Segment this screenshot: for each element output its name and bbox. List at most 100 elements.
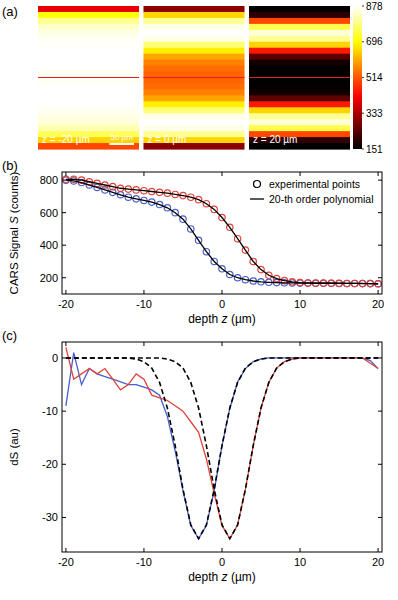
scale-bar	[109, 143, 134, 145]
heat-row	[144, 12, 245, 19]
y-tick	[378, 464, 382, 465]
heat-row	[249, 89, 350, 96]
x-tick	[222, 548, 223, 552]
heat-row	[38, 54, 139, 61]
legend-label: 20-th order polynomial	[269, 193, 373, 205]
colorbar-tick	[362, 149, 364, 150]
y-tick	[62, 357, 66, 358]
heat-row	[38, 125, 139, 132]
heat-row	[249, 18, 350, 25]
x-tick	[222, 172, 223, 176]
y-tick-label: 600	[40, 207, 58, 219]
x-tick-label: 20	[372, 298, 384, 310]
panel-label: (b)	[2, 158, 18, 173]
x-tick	[65, 548, 66, 552]
heat-row	[249, 83, 350, 90]
image-label: z = -20 µm	[42, 134, 90, 145]
x-tick-label: 0	[219, 556, 225, 568]
x-tick	[300, 172, 301, 176]
text-part: CARS	[8, 262, 20, 294]
x-tick	[300, 342, 301, 346]
x-tick	[143, 290, 144, 294]
x-tick	[222, 290, 223, 294]
heat-row	[249, 42, 350, 49]
y-tick	[62, 180, 66, 181]
y-tick-label: 200	[40, 272, 58, 284]
figure: (a)z = -20 µm50 µmz = 0 µmz = 20 µm15133…	[0, 0, 398, 600]
heat-row	[249, 101, 350, 108]
legend-label: experimental points	[269, 178, 360, 190]
heat-row	[38, 107, 139, 114]
heat-row	[144, 72, 245, 79]
heat-row	[38, 101, 139, 108]
x-tick-label: -20	[58, 556, 74, 568]
y-tick	[378, 411, 382, 412]
profile-line	[249, 77, 350, 78]
y-tick	[62, 277, 66, 278]
colorbar-tick-label: 696	[366, 36, 383, 47]
image: z = -20 µm 50 µm	[38, 6, 139, 150]
image: z = 0 µm	[144, 6, 245, 150]
heat-row	[249, 125, 350, 132]
series-line	[66, 358, 378, 539]
heat-row	[144, 78, 245, 85]
heat-row	[249, 24, 350, 31]
heat-row	[38, 95, 139, 102]
series-line	[66, 180, 378, 284]
heat-row	[249, 107, 350, 114]
x-tick-label: 20	[372, 556, 384, 568]
plot-area	[66, 347, 378, 538]
heat-row	[249, 119, 350, 126]
y-tick-label: -20	[42, 458, 58, 470]
series-line	[66, 347, 378, 538]
x-tick	[378, 548, 379, 552]
x-tick-label: 10	[294, 556, 306, 568]
heat-row	[38, 89, 139, 96]
x-tick	[378, 290, 379, 294]
heat-row	[38, 66, 139, 73]
heat-row	[249, 30, 350, 37]
heat-row	[38, 18, 139, 25]
colorbar-tick	[362, 41, 364, 42]
x-tick	[222, 342, 223, 346]
heat-row	[144, 83, 245, 90]
heat-row	[38, 119, 139, 126]
heat-row	[38, 78, 139, 85]
heat-row	[38, 72, 139, 79]
text-part: S	[8, 216, 20, 227]
heat-row	[144, 113, 245, 120]
heat-row	[249, 48, 350, 55]
heat-row	[249, 60, 350, 67]
colorbar-tick-label: 514	[366, 72, 383, 83]
y-tick-label: 0	[52, 352, 58, 364]
y-tick	[378, 180, 382, 181]
colorbar-tick-label: 878	[366, 1, 383, 12]
legend-symbol	[254, 181, 261, 188]
heat-row	[249, 54, 350, 61]
y-axis-label: dS (au)	[8, 428, 20, 466]
panel-label: (c)	[2, 328, 17, 343]
y-axis-label: CARS Signal S (counts)	[8, 171, 20, 294]
text-part: Signal	[8, 227, 20, 262]
text-part: (µm)	[228, 312, 256, 326]
heat-row	[144, 36, 245, 43]
text-part: (counts)	[8, 171, 20, 216]
scale-bar-label: 50 µm	[110, 133, 133, 142]
image-label: z = 20 µm	[253, 134, 297, 145]
heat-row	[144, 101, 245, 108]
heat-row	[144, 95, 245, 102]
x-tick	[65, 290, 66, 294]
x-tick	[378, 342, 379, 346]
profile-line	[38, 77, 139, 78]
heat-row	[144, 6, 245, 13]
heat-row	[249, 6, 350, 13]
x-axis-label: depth z (µm)	[188, 312, 256, 326]
x-tick	[65, 172, 66, 176]
text-part: (µm)	[228, 570, 256, 584]
text-part: z	[218, 312, 227, 326]
x-tick	[300, 290, 301, 294]
x-tick	[65, 342, 66, 346]
plot-area	[63, 176, 382, 287]
x-tick-label: -10	[136, 556, 152, 568]
heat-row	[144, 54, 245, 61]
